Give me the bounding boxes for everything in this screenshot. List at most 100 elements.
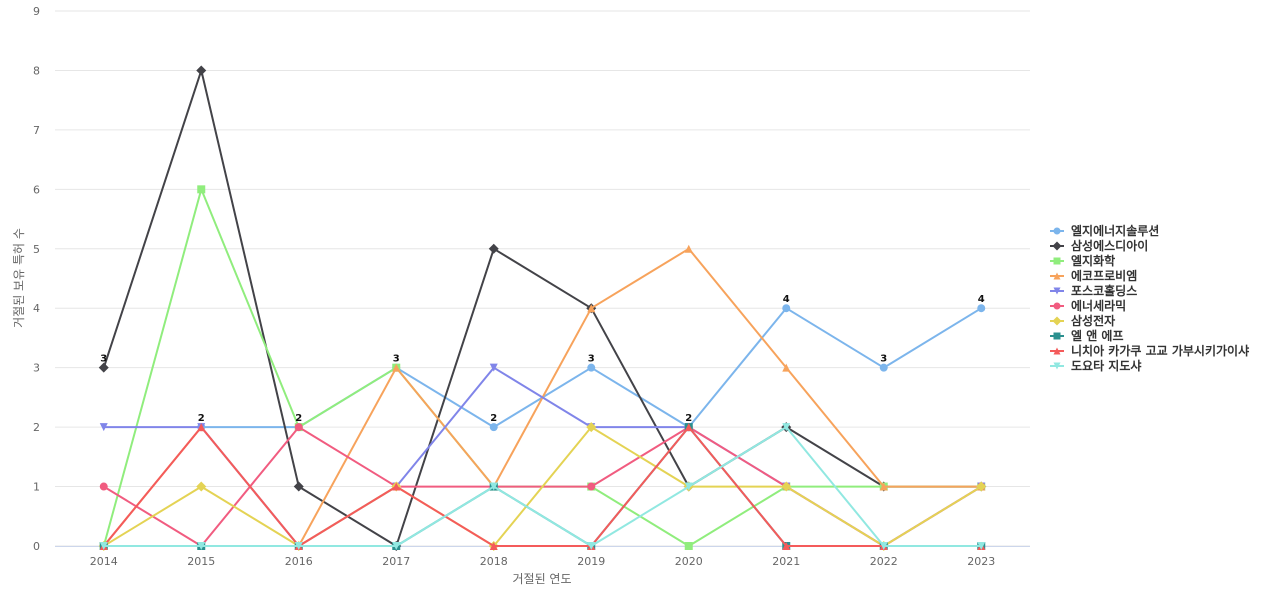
legend-marker	[1052, 316, 1062, 326]
data-point	[197, 185, 206, 194]
legend: 엘지에너지솔루션삼성에스디아이엘지화학에코프로비엠포스코홀딩스에너세라믹삼성전자…	[1050, 223, 1249, 373]
data-point	[489, 482, 498, 491]
data-point	[99, 482, 108, 491]
legend-item[interactable]: 니치아 카가쿠 고교 가부시키가이샤	[1050, 343, 1249, 358]
data-label: 2	[198, 413, 205, 424]
legend-marker	[1053, 302, 1061, 310]
legend-item[interactable]: 에너세라믹	[1050, 298, 1126, 313]
legend-label: 엘 앤 에프	[1071, 328, 1124, 343]
x-tick-label: 2019	[577, 555, 605, 568]
legend-label: 에코프로비엠	[1071, 268, 1137, 283]
y-tick-label: 8	[33, 64, 40, 77]
x-tick-label: 2022	[870, 555, 898, 568]
legend-label: 엘지화학	[1071, 253, 1115, 268]
legend-label: 포스코홀딩스	[1071, 283, 1137, 298]
series-line	[102, 69, 982, 547]
x-tick-label: 2021	[772, 555, 800, 568]
data-point	[684, 482, 693, 491]
y-tick-label: 1	[33, 481, 40, 494]
legend-item[interactable]: 엘 앤 에프	[1050, 328, 1124, 343]
data-point	[293, 481, 304, 492]
data-point	[684, 542, 693, 550]
data-point	[489, 363, 498, 372]
x-tick-label: 2017	[382, 555, 410, 568]
legend-label: 니치아 카가쿠 고교 가부시키가이샤	[1071, 343, 1249, 358]
y-tick-label: 7	[33, 124, 40, 137]
data-point	[392, 542, 401, 550]
series-line	[103, 426, 982, 547]
legend-item[interactable]: 엘지에너지솔루션	[1050, 223, 1159, 238]
data-label: 3	[880, 354, 887, 365]
y-tick-label: 0	[33, 540, 40, 553]
data-point	[489, 423, 498, 432]
data-point	[781, 481, 792, 492]
data-label: 3	[100, 354, 107, 365]
data-point	[294, 423, 303, 432]
data-point	[782, 363, 791, 372]
legend-label: 에너세라믹	[1071, 298, 1126, 313]
y-tick-label: 5	[33, 243, 40, 256]
series-5	[99, 363, 986, 550]
x-tick-label: 2016	[285, 555, 313, 568]
x-tick-label: 2018	[480, 555, 508, 568]
data-label: 4	[783, 294, 790, 305]
data-label: 2	[685, 413, 692, 424]
series-line	[103, 366, 982, 547]
data-label: 3	[393, 354, 400, 365]
legend-label: 삼성전자	[1071, 313, 1115, 328]
data-point	[782, 423, 791, 432]
legend-marker	[1053, 257, 1061, 265]
data-point	[977, 304, 986, 313]
data-point	[196, 481, 207, 492]
legend-item[interactable]: 삼성에스디아이	[1050, 238, 1148, 253]
data-point	[684, 244, 693, 253]
data-point	[782, 542, 791, 550]
data-point	[976, 481, 987, 492]
series-line	[103, 426, 982, 547]
data-point	[99, 423, 108, 432]
legend-item[interactable]: 포스코홀딩스	[1050, 283, 1137, 298]
legend-label: 도요타 지도샤	[1071, 358, 1141, 373]
legend-label: 삼성에스디아이	[1071, 238, 1148, 253]
legend-item[interactable]: 도요타 지도샤	[1050, 358, 1141, 373]
legend-marker	[1053, 347, 1061, 355]
data-point	[977, 542, 986, 550]
x-tick-label: 2023	[967, 555, 995, 568]
series-line	[103, 426, 982, 547]
legend-item[interactable]: 엘지화학	[1050, 253, 1115, 268]
data-point	[782, 304, 791, 313]
y-axis-title: 거절된 보유 특허 수	[12, 228, 26, 328]
x-tick-label: 2020	[675, 555, 703, 568]
data-label: 4	[978, 294, 985, 305]
data-point	[392, 482, 401, 491]
legend-item[interactable]: 에코프로비엠	[1050, 268, 1137, 283]
data-point	[586, 422, 597, 433]
data-label: 3	[588, 354, 595, 365]
data-point	[879, 363, 888, 372]
legend-item[interactable]: 삼성전자	[1050, 313, 1115, 328]
legend-marker	[1053, 272, 1061, 280]
data-point	[587, 542, 596, 550]
data-point	[197, 423, 206, 432]
data-label: 2	[490, 413, 497, 424]
data-labels: 3 2 2 3 2 3 2 4 3 4	[100, 294, 985, 424]
legend-marker	[1052, 241, 1062, 251]
y-tick-label: 9	[33, 5, 40, 18]
y-tick-label: 2	[33, 421, 40, 434]
data-point	[879, 482, 888, 491]
data-point	[99, 542, 108, 550]
data-point	[587, 363, 596, 372]
series-7	[98, 422, 987, 551]
series-10	[99, 423, 986, 550]
data-label: 2	[295, 413, 302, 424]
y-tick-label: 3	[33, 362, 40, 375]
data-point	[684, 423, 693, 432]
series-lines	[98, 65, 987, 551]
series-9	[99, 423, 986, 550]
y-tick-label: 4	[33, 302, 40, 315]
data-point	[879, 542, 888, 550]
data-point	[488, 243, 499, 254]
data-point	[197, 542, 206, 550]
